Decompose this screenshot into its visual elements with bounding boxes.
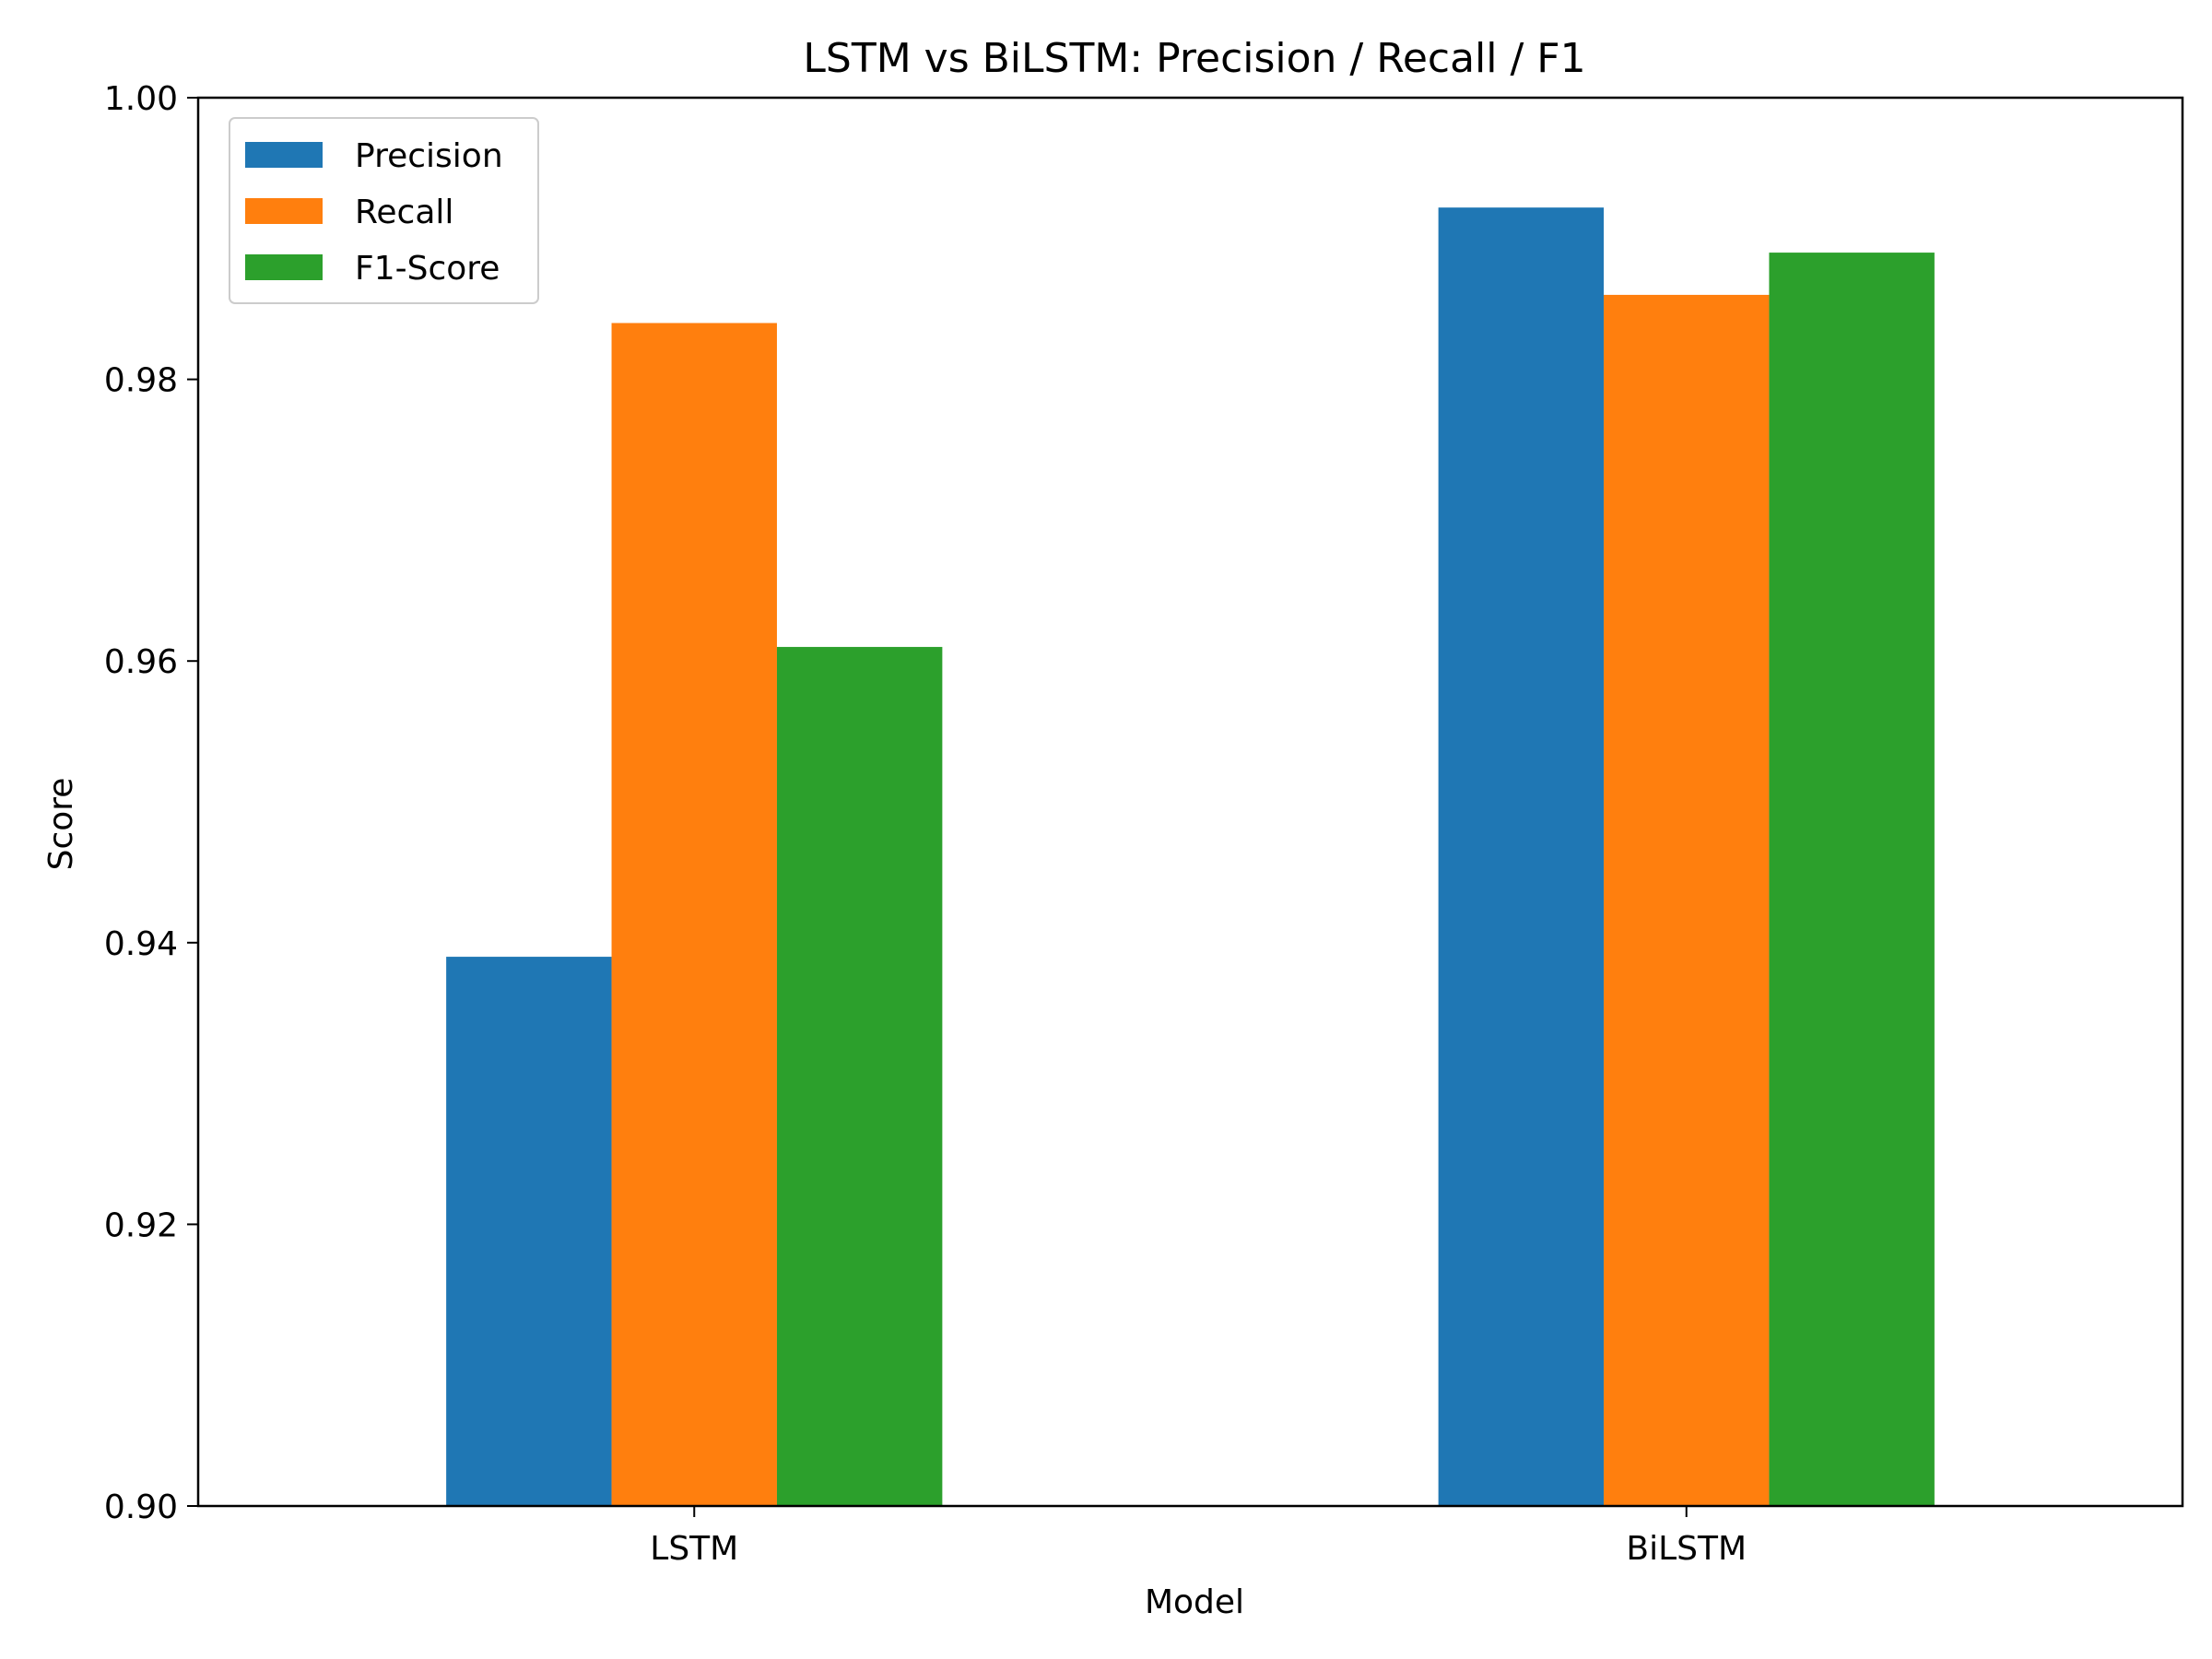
legend-swatch-precision <box>245 142 323 168</box>
bar-precision-lstm <box>446 957 612 1506</box>
legend-label-precision: Precision <box>355 137 503 175</box>
bar-f1-score-bilstm <box>1769 253 1935 1507</box>
bar-f1-score-lstm <box>776 646 943 1506</box>
legend: Precision Recall F1-Score <box>229 117 539 304</box>
bar-recall-bilstm <box>1604 294 1770 1506</box>
y-axis-label: Score <box>42 778 80 871</box>
y-tick-label: 0.96 <box>104 643 178 681</box>
legend-swatch-f1-score <box>245 254 323 280</box>
y-tick-label: 0.90 <box>104 1488 178 1526</box>
y-axis-ticks: 0.90 0.92 0.94 0.96 0.98 1.00 <box>104 80 198 1526</box>
bar-recall-lstm <box>611 323 777 1507</box>
x-axis-label: Model <box>1145 1583 1244 1621</box>
y-tick-label: 0.98 <box>104 362 178 400</box>
x-tick-label: BiLSTM <box>1626 1530 1747 1568</box>
bars-group <box>446 207 1935 1507</box>
y-tick-label: 1.00 <box>104 80 178 118</box>
y-tick-label: 0.94 <box>104 925 178 963</box>
x-tick-label: LSTM <box>650 1530 738 1568</box>
plot-frame <box>196 96 2184 1508</box>
bar-precision-bilstm <box>1438 207 1605 1507</box>
legend-label-f1-score: F1-Score <box>355 250 500 288</box>
x-axis-ticks: LSTM BiLSTM <box>650 1506 1747 1568</box>
chart-title: LSTM vs BiLSTM: Precision / Recall / F1 <box>803 35 1585 82</box>
y-tick-label: 0.92 <box>104 1206 178 1244</box>
legend-swatch-recall <box>245 198 323 224</box>
legend-label-recall: Recall <box>355 194 453 231</box>
